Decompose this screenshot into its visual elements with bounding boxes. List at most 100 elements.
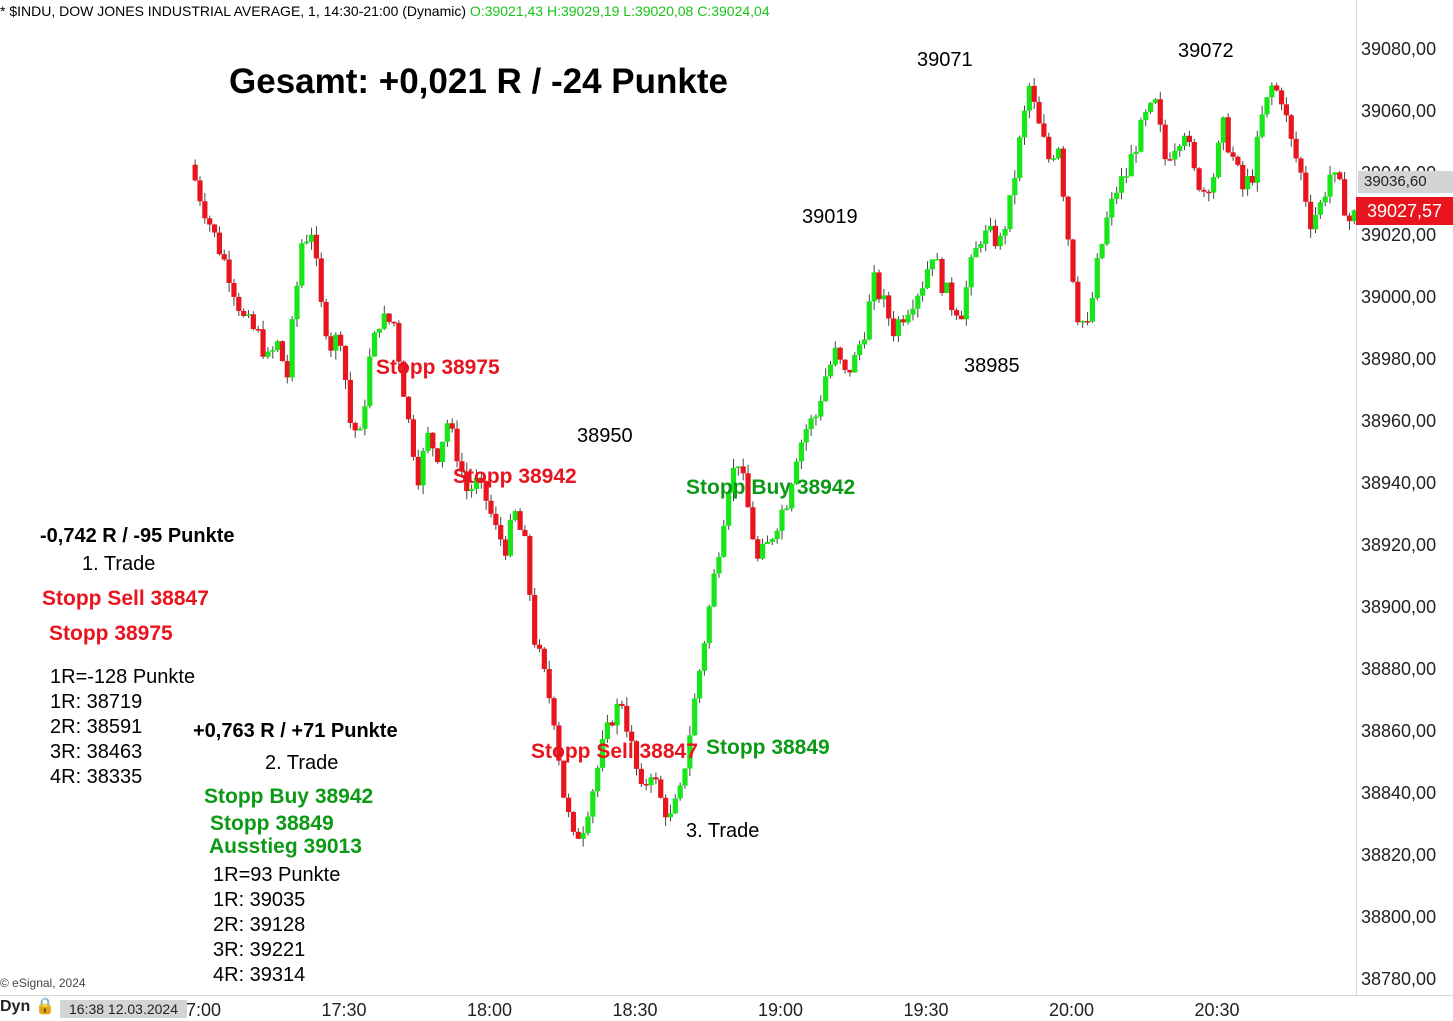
candle-up [701,643,707,671]
trade2-r2: 2R: 39128 [213,914,306,936]
candle-up [275,341,281,351]
candle-up [934,258,940,261]
time-tick: 17:00 [176,1000,222,1020]
candle-up [987,225,994,231]
candle-up [852,355,858,373]
dynamic-mode-label[interactable]: Dyn [0,998,31,1015]
trade1-r3: 3R: 38463 [50,741,143,763]
candle-down [396,323,402,362]
chart-stop-buy-38942: Stopp Buy 38942 [686,476,856,499]
candle-down [478,477,484,482]
candle-down [939,258,945,293]
candle-up [808,418,814,430]
price-tick: 38980,00 [1361,349,1437,369]
candle-down [890,318,897,337]
candle-up [1332,172,1338,175]
trade1-label: 1. Trade [82,553,156,575]
candle-down [488,500,494,514]
candle-up [803,429,809,443]
candle-down [236,296,242,311]
time-tick: 18:00 [467,1000,513,1020]
candle-down [609,722,615,726]
candle-up [294,285,300,320]
candle-down [386,313,392,322]
candle-down [1162,124,1168,160]
time-axis[interactable] [0,995,1453,1019]
candle-down [464,471,470,492]
candle-up [696,670,703,699]
candle-up [1012,178,1018,196]
candle-down [207,218,213,225]
candle-up [774,530,780,540]
candle-up [381,313,387,329]
candle-up [905,314,911,323]
candle-up [764,542,771,545]
candle-down [517,511,523,530]
candle-up [1007,195,1013,230]
candle-down [1293,138,1299,159]
candle-down [1342,179,1348,216]
candle-down [231,282,237,297]
candle-up [372,332,378,357]
candle-down [260,329,266,357]
chart-stop-38975: Stopp 38975 [376,356,500,379]
candle-up [1327,174,1333,197]
candle-down [415,456,421,486]
candle-down [663,797,669,818]
candle-up [983,230,989,245]
symbol-label: * $INDU, DOW JONES INDUSTRIAL AVERAGE, 1… [0,3,467,19]
candle-up [444,423,450,442]
candle-down [954,310,960,316]
candle-down [241,310,247,316]
candle-up [711,573,717,607]
candle-up [726,492,732,526]
price-tick: 39020,00 [1361,225,1437,245]
trade2-entry: Stopp Buy 38942 [204,785,374,808]
candle-up [963,287,969,320]
trade3-label: 3. Trade [686,820,760,842]
candle-up [793,461,800,484]
candle-up [692,698,698,736]
candle-up [1021,110,1028,138]
candle-down [958,315,965,320]
candle-up [367,356,373,407]
trade2-label: 2. Trade [265,752,339,774]
candle-down [1041,123,1047,137]
time-tick: 17:30 [321,1000,367,1020]
trade3-stop: Stopp 38849 [706,736,830,759]
candle-up [944,282,950,293]
candle-down [842,359,848,370]
candle-down [401,361,407,397]
time-tick: 18:30 [612,1000,658,1020]
price-label-38985: 38985 [964,355,1020,377]
candle-down [202,201,208,219]
candle-up [614,703,620,726]
candle-up [827,364,834,377]
candle-down [435,448,441,463]
candle-up [308,234,315,242]
time-tick: 19:00 [758,1000,804,1020]
trade2-stop: Stopp 38849 [210,812,334,835]
candle-down [1225,117,1231,153]
candle-up [1026,85,1032,111]
candle-up [1123,176,1129,178]
candle-down [1191,142,1197,169]
candle-up [968,257,974,288]
trade3-entry: Stopp Sell 38847 [531,740,698,763]
candle-up [1055,148,1062,159]
lock-icon[interactable]: 🔒 [35,998,55,1015]
candle-up [265,351,271,357]
candle-up [1138,120,1144,152]
candle-up [1148,102,1154,112]
total-result-title: Gesamt: +0,021 R / -24 Punkte [229,62,728,101]
candle-up [270,350,276,352]
candle-down [1070,239,1076,282]
candle-up [604,722,610,740]
candle-down [638,768,644,784]
candle-down [1084,321,1091,323]
candle-down [900,319,906,323]
candle-down [221,254,227,260]
candle-up [978,244,984,248]
price-axis[interactable] [1356,0,1453,995]
candle-down [342,345,349,380]
